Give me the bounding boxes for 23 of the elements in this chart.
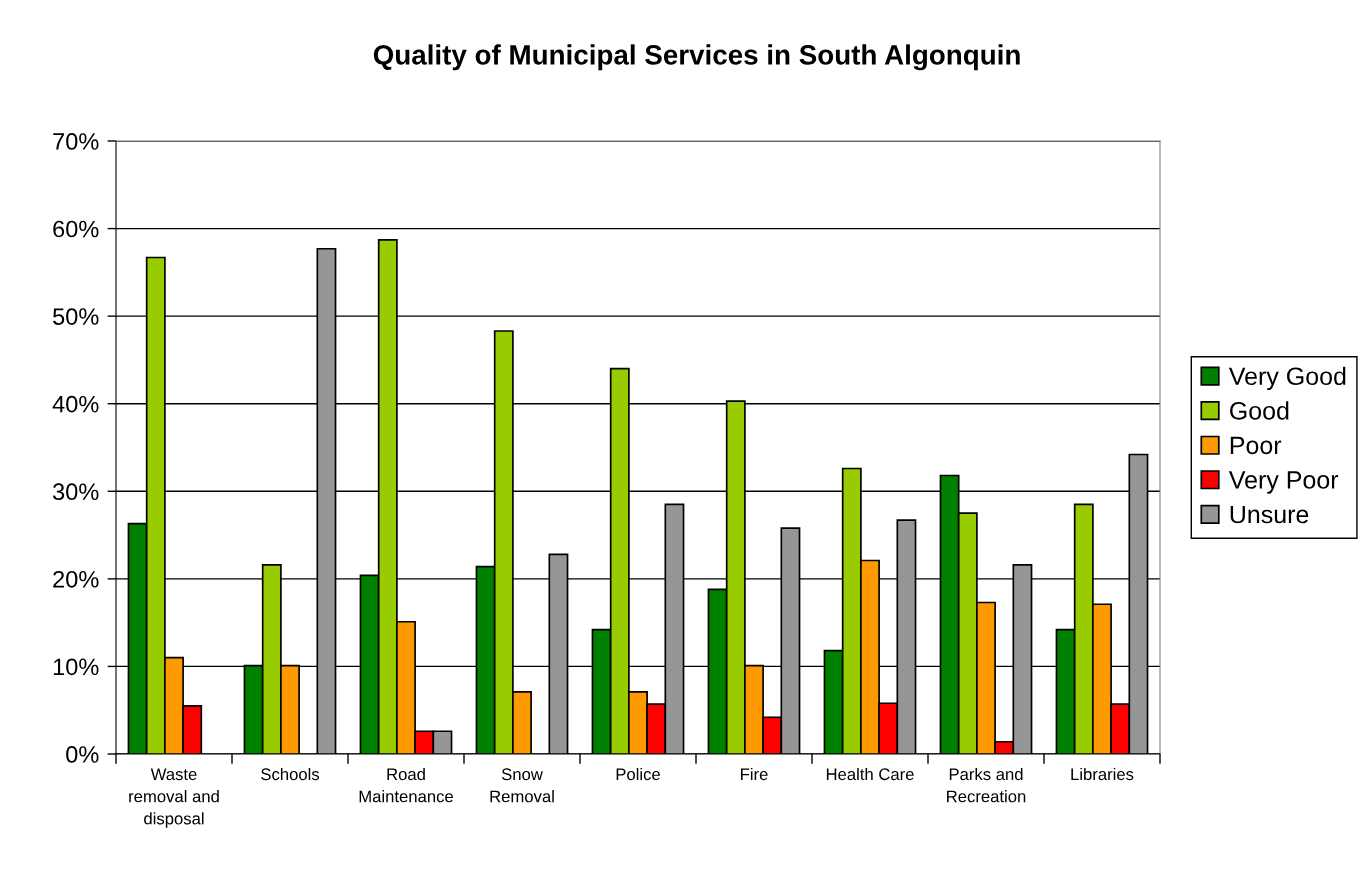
legend-label: Good [1230, 401, 1289, 420]
x-tick-label: Health Care [826, 767, 914, 781]
x-tick-label: Waste removal and disposal [129, 768, 219, 828]
x-tick-label: Snow Removal [490, 768, 554, 803]
chart-title: Quality of Municipal Services in South Algonquin [373, 44, 1020, 71]
y-tick-label: 50% [53, 308, 99, 325]
x-tick-label: Parks and Recreation [947, 767, 1026, 803]
legend-label: Very Good [1228, 366, 1346, 391]
x-tick-label: Fire [741, 767, 768, 781]
x-tick-label: Police [616, 767, 660, 781]
legend-label: Unsure [1230, 505, 1309, 524]
y-tick-label: 40% [52, 395, 99, 413]
x-tick-label: Libraries [1071, 767, 1134, 781]
legend-label: Very Poor [1228, 471, 1339, 494]
y-tick-label: 0% [66, 746, 99, 763]
x-tick-label: Road Maintenance [359, 767, 453, 803]
y-tick-label: 60% [53, 220, 99, 238]
y-tick-label: 30% [52, 483, 99, 501]
y-tick-label: 10% [53, 658, 99, 676]
x-tick-label: Schools [261, 767, 320, 781]
legend-label: Poor [1230, 436, 1282, 455]
y-tick-label: 20% [53, 570, 99, 588]
y-tick-label: 70% [53, 133, 99, 150]
